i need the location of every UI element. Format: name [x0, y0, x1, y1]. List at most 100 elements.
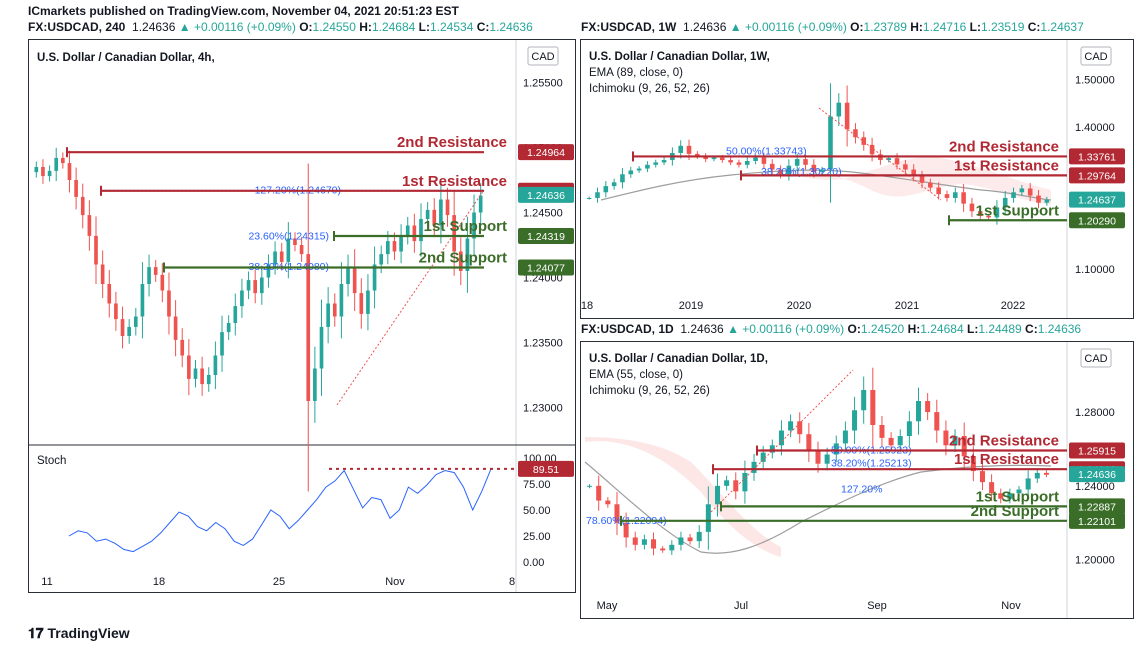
- h4-x-tick: 11: [41, 576, 52, 588]
- h4-candle: [279, 251, 284, 262]
- h4-candle: [193, 368, 198, 379]
- daily-chart-panel[interactable]: U.S. Dollar / Canadian Dollar, 1D, EMA (5…: [580, 341, 1134, 619]
- d1-candle: [1007, 493, 1013, 499]
- stoch-line: [68, 468, 492, 553]
- w1-level-tag-bg: [1069, 212, 1125, 229]
- h4-candle: [419, 219, 423, 242]
- h4-candle: [114, 303, 118, 320]
- w1-candle: [811, 164, 817, 172]
- d1-candle: [815, 450, 821, 464]
- h4-level-label-2nd-support: 2nd Support: [419, 249, 507, 266]
- h4-candle: [167, 290, 171, 317]
- w1-price-tag: 1.24637: [1078, 195, 1116, 207]
- w1-candle: [1002, 197, 1008, 208]
- h4-candle: [266, 264, 271, 278]
- d1-level-tag-bg: [1069, 512, 1125, 529]
- w1-candle: [703, 156, 708, 160]
- w1-candle: [620, 174, 625, 183]
- w1-fib-label: 50.00%(1.33743): [726, 146, 807, 158]
- d1-indicator-ichimoku: Ichimoku (9, 26, 52, 26): [589, 385, 710, 397]
- d1-candle: [724, 480, 730, 486]
- d1-candle: [687, 537, 693, 542]
- h4-candle: [313, 368, 317, 401]
- w1-candle: [1011, 192, 1016, 198]
- w1-level-tag-bg: [1069, 167, 1125, 184]
- d1-candle: [769, 445, 775, 453]
- weekly-chart-panel[interactable]: U.S. Dollar / Canadian Dollar, 1W, EMA (8…: [580, 39, 1134, 319]
- d1-candle: [605, 500, 611, 505]
- w1-candle: [695, 153, 700, 157]
- h4-level-label-1st-resistance: 1st Resistance: [402, 173, 507, 190]
- h4-y-tick: 1.25500: [523, 78, 563, 90]
- w1-candle: [794, 159, 800, 166]
- d1-candle: [979, 471, 985, 483]
- h4-candle: [386, 241, 390, 255]
- w1-candle: [653, 162, 659, 165]
- h4-candle: [412, 225, 417, 242]
- w1-candle: [661, 160, 667, 163]
- w1-candle: [761, 157, 767, 164]
- weekly-chart-svg[interactable]: U.S. Dollar / Canadian Dollar, 1W, EMA (8…: [581, 40, 1133, 318]
- main-price: 1.24636: [132, 20, 176, 34]
- tradingview-logo[interactable]: 𝟏𝟕 TradingView: [28, 625, 130, 642]
- d1-candle: [906, 421, 912, 437]
- stoch-y-tick: 75.00: [523, 479, 551, 491]
- h4-candle: [472, 212, 476, 239]
- d1-candle: [587, 485, 593, 487]
- h4-price-tag-bg: [518, 186, 574, 203]
- w1-candle: [953, 192, 958, 198]
- d1-level-tag: 1.25915: [1078, 446, 1116, 458]
- d1-candle: [705, 504, 711, 532]
- d1-candle: [651, 539, 657, 549]
- w1-candle: [628, 170, 634, 175]
- d1-candle: [797, 421, 803, 435]
- h4-candle: [206, 375, 211, 385]
- w1-candle: [844, 102, 850, 130]
- d1-x-tick: Sep: [867, 600, 887, 612]
- h4-price-tag: 1.24636: [527, 190, 565, 202]
- d1-candle: [852, 410, 858, 431]
- main-low: 1.24534: [430, 20, 474, 34]
- h4-chart-panel[interactable]: U.S. Dollar / Canadian Dollar, 4h, CAD 1.2…: [28, 39, 576, 593]
- w1-candle: [769, 163, 775, 170]
- w1-candle: [728, 160, 733, 163]
- h4-candle: [478, 195, 483, 213]
- h4-chart-svg[interactable]: U.S. Dollar / Canadian Dollar, 4h, CAD 1.2…: [29, 40, 575, 592]
- d1-level-label-2nd-resistance: 2nd Resistance: [949, 433, 1059, 450]
- daily-low: 1.24489: [978, 322, 1022, 336]
- h4-y-tick: 1.24000: [523, 273, 563, 285]
- d1-candle: [788, 421, 794, 431]
- w1-x-tick: 2019: [679, 300, 703, 312]
- main-change: ▲ +0.00116 (+0.09%): [178, 20, 296, 34]
- h4-candle: [405, 225, 410, 236]
- daily-ohlc-header: FX:USDCAD, 1D 1.24636 ▲ +0.00116 (+0.09%…: [581, 322, 1082, 336]
- w1-candle: [911, 169, 916, 177]
- w1-candle: [919, 176, 925, 183]
- d1-candle: [614, 504, 620, 523]
- h4-candle: [339, 284, 344, 317]
- h4-y-tick: 1.24500: [523, 208, 563, 220]
- d1-candle: [861, 389, 867, 411]
- h4-candle: [346, 267, 350, 284]
- h4-x-tick: Nov: [385, 576, 405, 588]
- w1-candle: [828, 116, 833, 170]
- w1-level-label-1st-support: 1st Support: [976, 202, 1059, 219]
- d1-candle: [760, 452, 766, 462]
- d1-candle: [943, 430, 949, 446]
- w1-candle: [936, 187, 941, 195]
- weekly-ohlc-header: FX:USDCAD, 1W 1.24636 ▲ +0.00116 (+0.09%…: [581, 20, 1084, 34]
- h4-candle: [299, 245, 304, 255]
- d1-candle: [934, 412, 940, 431]
- w1-candle: [944, 194, 950, 198]
- daily-chart-svg[interactable]: U.S. Dollar / Canadian Dollar, 1D, EMA (5…: [581, 342, 1133, 618]
- w1-candle: [778, 169, 783, 175]
- main-ohlc-header: FX:USDCAD, 240 1.24636 ▲ +0.00116 (+0.09…: [28, 20, 533, 34]
- h4-candle: [452, 215, 456, 252]
- h4-candle: [94, 235, 98, 265]
- d1-candle: [1025, 478, 1031, 490]
- h4-x-tick: 8: [509, 576, 515, 588]
- w1-currency-box: [1080, 46, 1112, 66]
- w1-candle: [928, 182, 933, 188]
- w1-candle: [869, 144, 875, 155]
- d1-currency: CAD: [1084, 353, 1107, 365]
